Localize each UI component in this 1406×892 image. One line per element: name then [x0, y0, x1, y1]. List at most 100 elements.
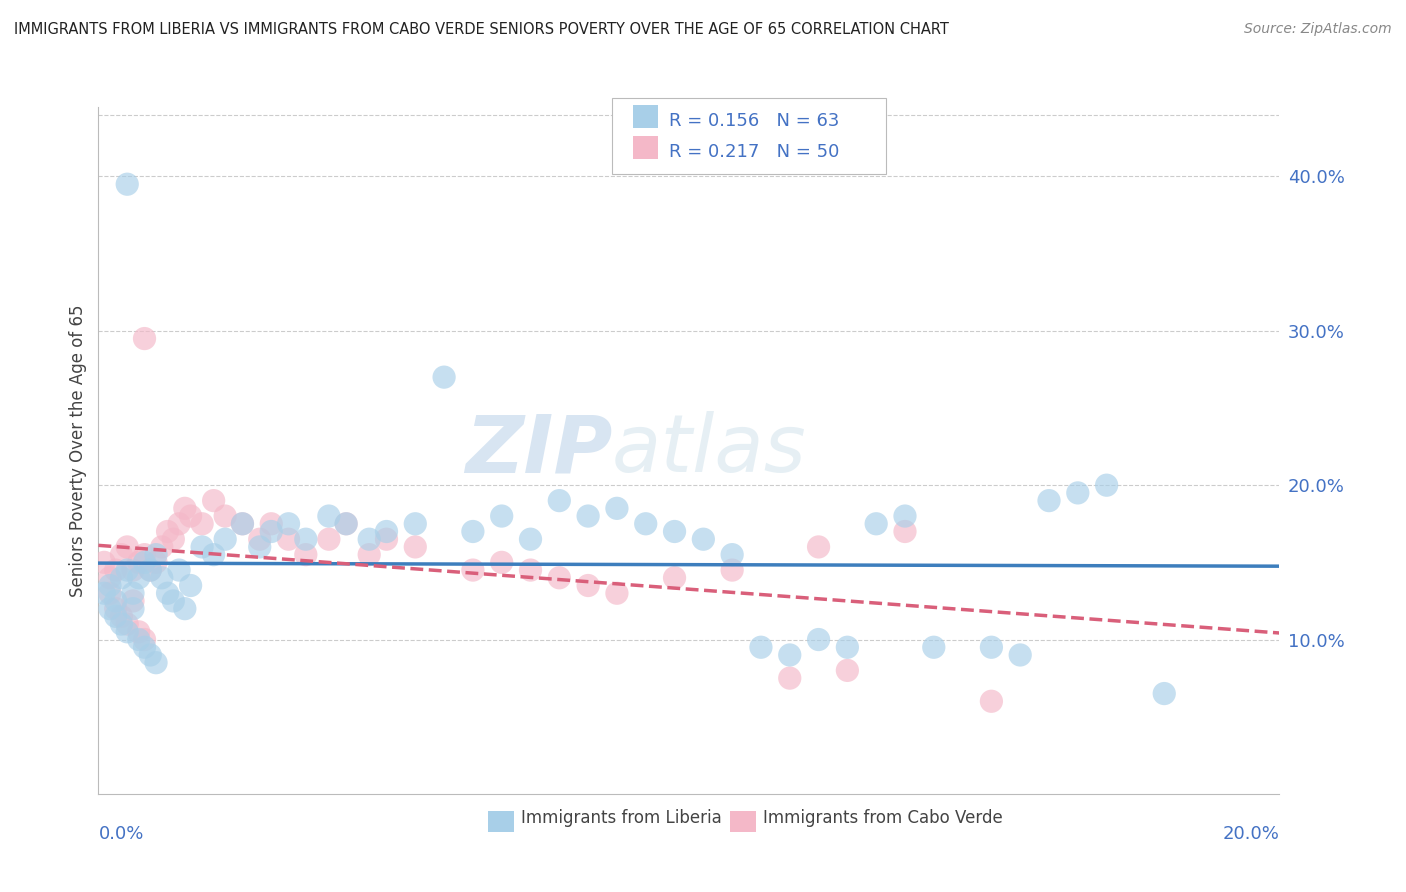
- Point: [162, 594, 184, 608]
- Point: [104, 609, 127, 624]
- Point: [128, 555, 150, 569]
- Point: [128, 571, 150, 585]
- Text: R = 0.156   N = 63: R = 0.156 N = 63: [669, 112, 839, 129]
- Point: [145, 548, 167, 562]
- Point: [134, 632, 156, 647]
- Point: [128, 624, 150, 639]
- Point: [721, 563, 744, 577]
- Point: [433, 370, 456, 384]
- Point: [1010, 648, 1032, 662]
- Point: [110, 571, 132, 585]
- Point: [295, 532, 318, 546]
- Point: [980, 694, 1002, 708]
- Point: [865, 516, 887, 531]
- Point: [295, 548, 318, 562]
- Point: [93, 586, 115, 600]
- Point: [115, 617, 138, 632]
- Point: [576, 509, 599, 524]
- Text: Source: ZipAtlas.com: Source: ZipAtlas.com: [1244, 22, 1392, 37]
- Point: [214, 509, 236, 524]
- Point: [375, 532, 398, 546]
- Point: [110, 617, 132, 632]
- Point: [664, 571, 686, 585]
- Point: [576, 578, 599, 592]
- Point: [260, 524, 283, 539]
- Point: [779, 671, 801, 685]
- Point: [807, 632, 830, 647]
- Point: [249, 532, 271, 546]
- Text: 0.0%: 0.0%: [98, 825, 143, 843]
- Point: [318, 532, 340, 546]
- Point: [134, 548, 156, 562]
- Point: [318, 509, 340, 524]
- Point: [139, 563, 162, 577]
- Text: IMMIGRANTS FROM LIBERIA VS IMMIGRANTS FROM CABO VERDE SENIORS POVERTY OVER THE A: IMMIGRANTS FROM LIBERIA VS IMMIGRANTS FR…: [14, 22, 949, 37]
- Point: [837, 664, 859, 678]
- Point: [93, 555, 115, 569]
- Point: [359, 548, 381, 562]
- Point: [231, 516, 253, 531]
- Point: [98, 601, 121, 615]
- Point: [145, 656, 167, 670]
- Bar: [730, 811, 756, 831]
- Point: [122, 601, 145, 615]
- Point: [1095, 478, 1118, 492]
- Point: [104, 594, 127, 608]
- Point: [191, 516, 214, 531]
- Point: [461, 563, 484, 577]
- Point: [461, 524, 484, 539]
- Point: [634, 516, 657, 531]
- Point: [115, 624, 138, 639]
- Point: [231, 516, 253, 531]
- Point: [150, 540, 173, 554]
- Point: [807, 540, 830, 554]
- Point: [139, 563, 162, 577]
- Point: [922, 640, 945, 655]
- Text: R = 0.217   N = 50: R = 0.217 N = 50: [669, 143, 839, 161]
- Point: [110, 548, 132, 562]
- Point: [491, 555, 513, 569]
- Point: [404, 540, 426, 554]
- Point: [214, 532, 236, 546]
- Point: [202, 548, 225, 562]
- Point: [404, 516, 426, 531]
- Point: [277, 532, 299, 546]
- Point: [180, 578, 202, 592]
- Point: [115, 540, 138, 554]
- Point: [134, 332, 156, 346]
- Text: Immigrants from Liberia: Immigrants from Liberia: [522, 809, 723, 827]
- Point: [150, 571, 173, 585]
- Point: [115, 178, 138, 192]
- Text: atlas: atlas: [612, 411, 807, 490]
- Point: [519, 563, 541, 577]
- Point: [335, 516, 357, 531]
- Point: [202, 493, 225, 508]
- Point: [606, 501, 628, 516]
- Text: 20.0%: 20.0%: [1223, 825, 1279, 843]
- Point: [980, 640, 1002, 655]
- Point: [122, 563, 145, 577]
- Point: [692, 532, 714, 546]
- Point: [249, 540, 271, 554]
- Point: [1067, 486, 1090, 500]
- Point: [606, 586, 628, 600]
- Point: [1153, 687, 1175, 701]
- Point: [156, 524, 179, 539]
- Point: [519, 532, 541, 546]
- Point: [180, 509, 202, 524]
- Point: [156, 586, 179, 600]
- Point: [110, 609, 132, 624]
- Point: [162, 532, 184, 546]
- Point: [894, 509, 917, 524]
- Point: [128, 632, 150, 647]
- Point: [664, 524, 686, 539]
- Point: [359, 532, 381, 546]
- Point: [548, 571, 571, 585]
- Point: [115, 563, 138, 577]
- Point: [894, 524, 917, 539]
- Point: [837, 640, 859, 655]
- Text: ZIP: ZIP: [465, 411, 612, 490]
- Point: [491, 509, 513, 524]
- Point: [173, 501, 195, 516]
- Point: [260, 516, 283, 531]
